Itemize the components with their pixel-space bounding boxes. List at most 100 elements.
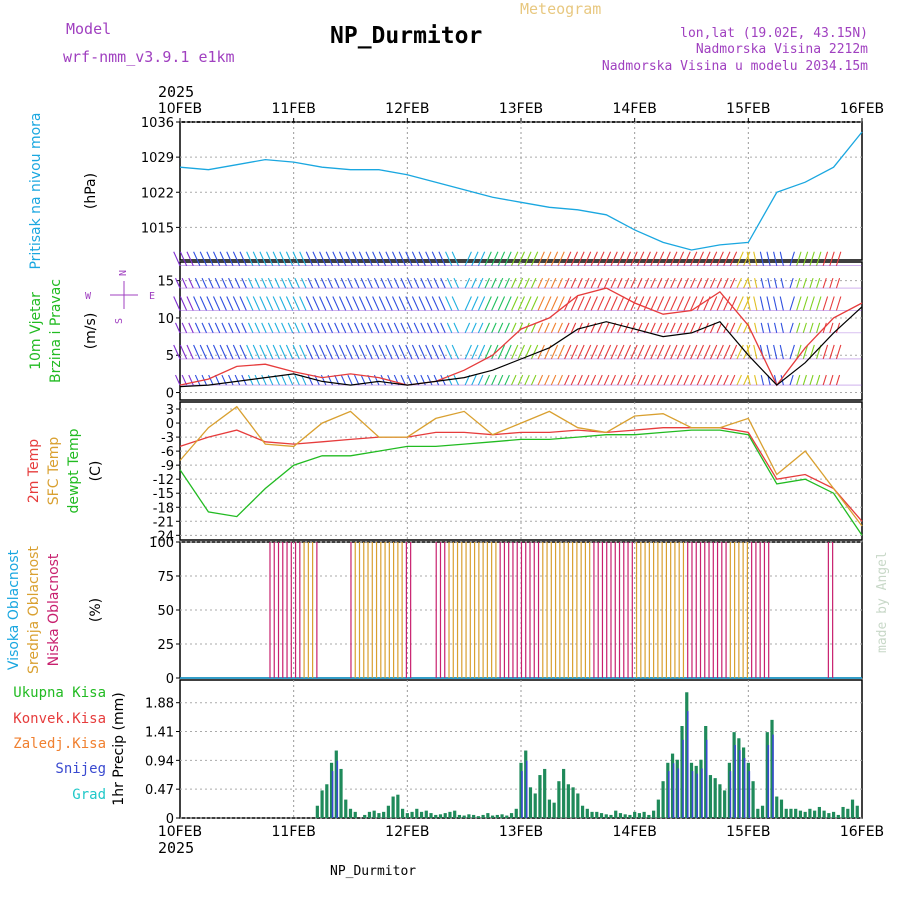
wind-barb (325, 251, 334, 266)
precip-bar (784, 808, 788, 818)
precip-snow-bar (696, 773, 699, 818)
wind-barb (610, 277, 616, 289)
wind-barb (345, 344, 353, 360)
wind-barb (637, 296, 645, 311)
wind-barb (517, 296, 525, 311)
wind-barb (716, 251, 724, 266)
wind-barb (365, 296, 373, 311)
wind-barb (372, 251, 380, 266)
wind-barb (729, 277, 736, 289)
precip-snow-bar (729, 771, 732, 818)
wind-barb (438, 251, 446, 266)
wind-barb (835, 296, 842, 311)
wind-barb (319, 251, 327, 266)
precip-bar (505, 815, 509, 818)
wind-barb (753, 251, 758, 266)
wind-barb (193, 251, 201, 266)
wind-barb (228, 374, 234, 386)
wind-barb (219, 251, 227, 266)
wind-barb (796, 322, 801, 334)
precip-bar (552, 802, 556, 818)
wind-barb (504, 322, 510, 334)
wind-barb (690, 374, 696, 386)
precip-bar (329, 762, 334, 818)
wind-barb (789, 296, 795, 311)
wind-barb (407, 277, 413, 289)
wind-barb (332, 296, 340, 311)
precip-snow-bar (739, 750, 741, 818)
wind-barb (267, 277, 274, 289)
wind-barb (690, 322, 696, 334)
precip-bar (718, 784, 722, 818)
wind-barb (835, 374, 841, 386)
lonlat-text: lon,lat (19.02E, 43.15N) (680, 26, 868, 41)
wind-barb (292, 344, 300, 360)
wind-barb (723, 277, 729, 289)
wind-barb (570, 251, 579, 266)
wind-barb (477, 277, 484, 289)
wind-barb (760, 374, 765, 386)
altitude-text: Nadmorska Visina 2212m (696, 42, 868, 57)
pressure-ytick-label: 1015 (141, 221, 174, 236)
wind-barb (504, 374, 510, 386)
wind-barb (789, 277, 794, 289)
x-tick-label-bottom: 15FEB (726, 824, 770, 840)
precip-snow-bar (743, 758, 746, 818)
wind-barb (590, 251, 598, 266)
precip-bar (756, 808, 760, 818)
wind-barb (332, 251, 340, 266)
wind-barb (650, 296, 658, 311)
wind-unit-label: (m/s) (83, 313, 99, 350)
wind-barb (577, 322, 583, 334)
wind-barb (709, 374, 716, 386)
precip-bar (377, 813, 381, 818)
wind-barb (829, 374, 834, 386)
precip-snow-bar (525, 760, 528, 818)
precip-bar (775, 796, 779, 818)
wind-speed-line (179, 306, 863, 388)
wind-barb (736, 296, 744, 311)
wind-barb (173, 296, 181, 311)
wind-barb (530, 344, 539, 360)
wind-barb (747, 277, 751, 289)
precip-ytick-label: 1.41 (145, 726, 174, 741)
wind-barb (254, 277, 261, 289)
wind-barb (829, 251, 835, 266)
wind-barb (537, 322, 544, 334)
wind-barb (497, 322, 504, 334)
wind-barb (471, 296, 479, 311)
precip-bar (723, 790, 727, 818)
wind-barb (729, 344, 738, 360)
wind-barb (426, 374, 433, 386)
wind-barb (623, 251, 632, 266)
wind-barb (597, 251, 605, 266)
precip-bar (533, 793, 537, 818)
wind-barb (338, 296, 347, 311)
wind-barb (477, 296, 486, 311)
wind-barb (312, 344, 320, 360)
wind-barb (287, 322, 294, 334)
wind-barb (773, 296, 778, 311)
wind-barb (246, 344, 254, 360)
wind-barb (352, 296, 360, 311)
precip-bar (746, 762, 750, 818)
precip-bar (841, 806, 845, 818)
temperature-ytick-label: -15 (153, 487, 174, 502)
wind-barb (511, 277, 517, 289)
precip-snow-bar (767, 745, 770, 818)
wind-barb (392, 296, 400, 311)
wind-barb (491, 344, 499, 360)
wind-barb (802, 296, 809, 311)
precip-bar (609, 814, 613, 818)
wind-barb (305, 251, 314, 266)
wind-barb (517, 251, 525, 266)
wind-barb (407, 322, 413, 334)
wind-barb (603, 251, 612, 266)
wind-barb (564, 322, 570, 334)
wind-barb (354, 322, 360, 334)
wind-barb (650, 344, 658, 360)
wind-barb (266, 296, 274, 311)
wind-barb (637, 344, 645, 360)
precip-legend-item: Zaledj.Kisa (13, 736, 106, 752)
precip-bar (495, 814, 499, 818)
